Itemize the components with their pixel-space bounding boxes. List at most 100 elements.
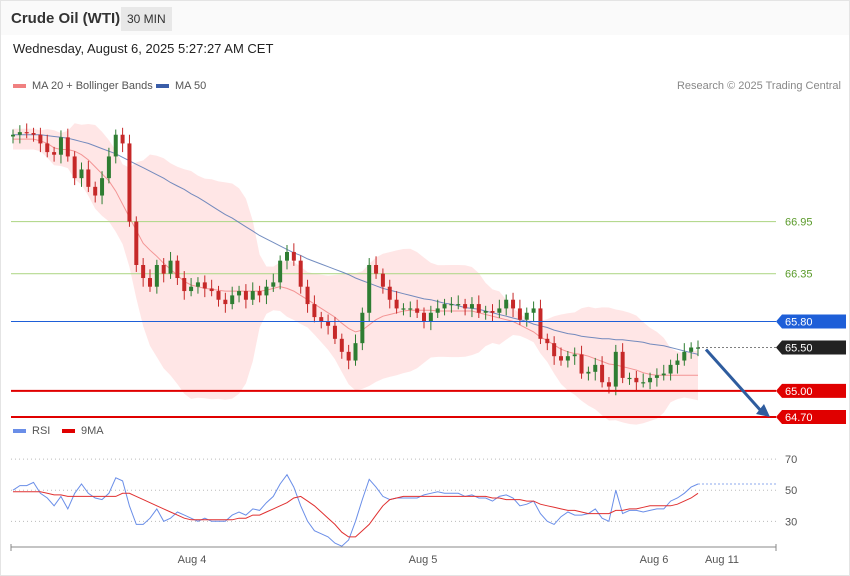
candle-body	[243, 291, 248, 300]
forecast-arrow-shaft	[704, 348, 764, 413]
candle	[134, 216, 139, 272]
candle	[278, 255, 283, 290]
candle-body	[353, 343, 358, 361]
candle	[58, 130, 63, 164]
candle	[230, 286, 235, 310]
candle	[161, 258, 166, 283]
candle-body	[65, 137, 70, 157]
candle	[463, 298, 468, 316]
candle-body	[463, 304, 468, 309]
candle	[600, 356, 605, 388]
candle	[141, 258, 146, 287]
candle-body	[106, 156, 111, 179]
price-level-label: 66.35	[785, 269, 813, 281]
candle	[175, 255, 180, 285]
candle	[559, 347, 563, 366]
candle	[456, 295, 461, 310]
candle-body	[189, 286, 194, 292]
legend-ma20: MA 20 + Bollinger Bands	[13, 80, 153, 92]
candle-body	[545, 338, 550, 344]
candle-body	[305, 286, 310, 305]
candle	[648, 372, 653, 390]
candle	[339, 333, 344, 359]
candle	[586, 366, 591, 381]
candle-body	[72, 156, 77, 179]
candle	[79, 162, 84, 187]
candle	[367, 258, 372, 322]
candle	[182, 271, 187, 300]
candle	[675, 353, 680, 374]
candle-body	[223, 299, 228, 305]
candle	[476, 295, 481, 318]
candle	[209, 279, 214, 297]
candle	[620, 343, 625, 384]
rsi-line	[12, 473, 699, 547]
candle	[346, 344, 351, 370]
timeframe-badge[interactable]: 30 MIN	[121, 7, 172, 31]
candle	[613, 344, 618, 396]
legend-ma50: MA 50	[156, 80, 206, 92]
legend-rsi-ma: 9MA	[62, 425, 104, 437]
candle	[291, 243, 296, 266]
candle-body	[230, 295, 235, 305]
ma20-line	[13, 138, 698, 376]
candle-body	[161, 265, 166, 274]
candle	[387, 279, 392, 309]
candle-body	[237, 291, 242, 296]
candle-body	[415, 308, 420, 313]
candle-body	[675, 360, 680, 365]
candle	[24, 123, 29, 139]
candle-body	[182, 278, 187, 292]
candle-body	[285, 251, 289, 261]
price-tag	[776, 383, 846, 398]
candle-body	[600, 364, 605, 383]
candle-body	[531, 308, 536, 313]
candle	[394, 291, 399, 314]
research-credit: Research © 2025 Trading Central	[676, 80, 841, 92]
candle	[483, 305, 488, 320]
candle	[641, 373, 646, 388]
candle	[353, 334, 358, 366]
candle	[360, 307, 365, 351]
candle-body	[435, 308, 440, 313]
price-tag	[776, 340, 846, 355]
candle-body	[291, 251, 296, 261]
candle-body	[141, 265, 146, 279]
candle-body	[572, 354, 577, 357]
candle	[223, 292, 228, 313]
price-level-label: 64.70	[785, 412, 813, 424]
candle-body	[483, 311, 488, 313]
candle	[243, 284, 248, 309]
candle-body	[497, 308, 502, 313]
candle	[271, 273, 276, 292]
forecast-arrow-head	[756, 403, 770, 417]
candle	[490, 304, 495, 322]
instrument-title: Crude Oil (WTI)	[11, 10, 121, 27]
candle-body	[606, 382, 611, 387]
candle	[319, 311, 324, 329]
x-tick-label: Aug 6	[640, 554, 669, 566]
candle-body	[45, 143, 50, 153]
candle	[401, 303, 406, 316]
candle	[682, 343, 687, 366]
candle-body	[250, 291, 255, 300]
candle-body	[394, 299, 399, 309]
ma50-line	[13, 134, 699, 355]
candle	[195, 277, 200, 294]
candle	[668, 359, 673, 381]
price-level-label: 65.50	[785, 343, 813, 355]
candle-body	[100, 178, 105, 196]
candle-body	[696, 347, 700, 349]
legend-rsi-ma-label: 9MA	[81, 425, 104, 437]
candle-body	[565, 356, 570, 361]
candle	[531, 301, 536, 322]
candle	[17, 125, 22, 144]
candle-body	[332, 325, 337, 339]
candle	[696, 340, 700, 357]
candle	[45, 134, 50, 158]
candle-body	[586, 371, 591, 374]
candle-body	[209, 288, 214, 292]
candle-body	[339, 338, 344, 352]
candle-body	[278, 260, 283, 283]
x-tick-label: Aug 5	[409, 554, 438, 566]
